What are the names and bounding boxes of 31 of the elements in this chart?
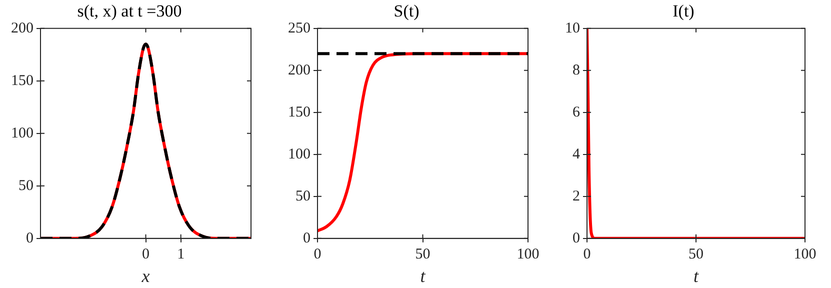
x-tick-label: 50 <box>688 246 704 262</box>
x-axis-title: t <box>693 266 700 286</box>
x-axis-title: t <box>420 266 426 286</box>
y-tick-label: 6 <box>572 104 580 120</box>
y-tick-label: 0 <box>303 230 310 246</box>
y-tick-label: 250 <box>288 20 310 36</box>
y-tick-label: 0 <box>26 230 34 246</box>
x-tick-label: 100 <box>794 246 816 262</box>
y-tick-label: 50 <box>296 188 310 204</box>
y-tick-label: 8 <box>572 62 580 78</box>
x-tick-label: 0 <box>314 246 322 262</box>
x-tick-label: 0 <box>583 246 591 262</box>
chart-title: I(t) <box>672 2 694 21</box>
y-tick-label: 2 <box>572 188 580 204</box>
y-tick-label: 50 <box>18 178 34 194</box>
x-tick-label: 0 <box>142 246 150 262</box>
x-tick-label: 50 <box>415 246 430 262</box>
x-tick-label: 1 <box>177 246 185 262</box>
y-tick-label: 100 <box>11 125 34 142</box>
y-tick-label: 200 <box>11 20 34 36</box>
x-tick-label: 100 <box>516 246 540 262</box>
y-tick-label: 150 <box>288 104 310 120</box>
y-tick-label: 100 <box>288 146 310 162</box>
chart-title: s(t, x) at t =300 <box>77 2 182 21</box>
x-axis-title: x <box>140 266 150 286</box>
y-tick-label: 4 <box>572 146 580 162</box>
y-tick-label: 150 <box>11 72 34 89</box>
y-tick-label: 10 <box>565 20 580 36</box>
y-tick-label: 0 <box>572 230 580 246</box>
chart-title: S(t) <box>394 2 420 21</box>
y-tick-label: 200 <box>288 62 310 78</box>
